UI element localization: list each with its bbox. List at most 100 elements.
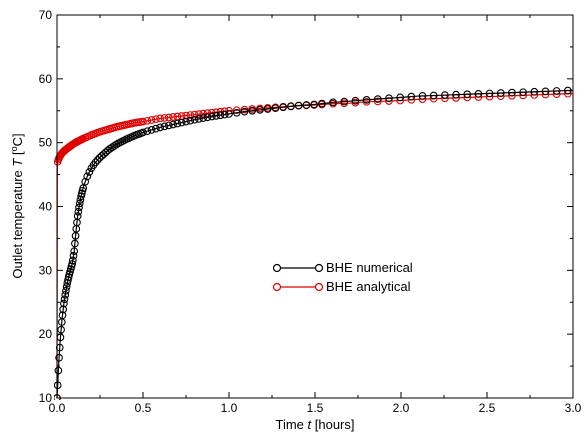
data-point-numerical bbox=[216, 111, 225, 120]
data-point-numerical bbox=[147, 126, 156, 134]
data-point-numerical bbox=[287, 102, 295, 111]
data-point-numerical bbox=[143, 127, 152, 136]
y-tick-label: 30 bbox=[39, 263, 53, 277]
data-point-numerical bbox=[256, 106, 264, 114]
data-point-numerical bbox=[186, 116, 195, 125]
data-point-numerical bbox=[70, 247, 79, 256]
data-point-numerical bbox=[55, 353, 63, 362]
data-point-analytical bbox=[186, 111, 195, 119]
data-point-numerical bbox=[373, 95, 382, 103]
data-point-analytical bbox=[164, 113, 173, 122]
data-point-numerical bbox=[279, 103, 288, 112]
data-point-numerical bbox=[57, 325, 65, 334]
data-point-numerical bbox=[55, 343, 64, 352]
data-point-numerical bbox=[91, 158, 100, 167]
data-point-numerical bbox=[58, 311, 67, 320]
ticks-layer bbox=[56, 14, 574, 399]
x-tick-label: 0.0 bbox=[49, 401, 66, 415]
data-point-numerical bbox=[541, 87, 550, 96]
data-point-analytical bbox=[152, 115, 160, 124]
legend-item-analytical: BHE analytical bbox=[272, 279, 411, 294]
legend-marker-analytical-right bbox=[314, 282, 324, 292]
data-point-numerical bbox=[169, 120, 177, 129]
data-point-numerical bbox=[212, 112, 220, 120]
data-point-analytical bbox=[143, 116, 152, 125]
data-point-numerical bbox=[429, 91, 438, 100]
x-axis-title: Time t [hours] bbox=[275, 417, 354, 432]
data-point-numerical bbox=[173, 119, 182, 128]
data-point-numerical bbox=[351, 96, 360, 105]
data-point-numerical bbox=[81, 177, 90, 186]
data-point-numerical bbox=[302, 101, 311, 109]
data-point-numerical bbox=[340, 97, 349, 106]
x-tick-label: 2.0 bbox=[393, 401, 410, 415]
data-point-numerical bbox=[396, 93, 404, 102]
data-point-numerical bbox=[75, 203, 83, 212]
data-point-numerical bbox=[85, 168, 94, 176]
data-point-numerical bbox=[294, 101, 303, 110]
data-point-analytical bbox=[190, 110, 199, 119]
data-point-numerical bbox=[110, 142, 118, 150]
data-point-numerical bbox=[552, 87, 561, 95]
y-tick-label: 40 bbox=[39, 200, 53, 214]
data-point-numerical bbox=[195, 115, 203, 123]
data-point-numerical bbox=[182, 117, 190, 126]
legend-item-numerical: BHE numerical bbox=[272, 260, 413, 275]
data-point-numerical bbox=[418, 92, 427, 100]
y-axis-unit-degree: o bbox=[9, 146, 19, 151]
data-point-numerical bbox=[232, 108, 241, 117]
tick-labels-layer: 0.0 0.5 1.0 1.5 2.0 2.5 3.0 10 20 30 40 50 60 70 bbox=[39, 8, 582, 415]
data-point-numerical bbox=[93, 156, 102, 164]
data-point-numerical bbox=[240, 107, 249, 116]
data-point-analytical bbox=[139, 117, 147, 126]
data-point-numerical bbox=[75, 199, 84, 208]
data-point-analytical bbox=[160, 114, 169, 122]
x-tick-label: 2.5 bbox=[479, 401, 496, 415]
data-point-analytical bbox=[240, 105, 249, 114]
y-axis-title-prefix: Outlet temperature bbox=[10, 167, 25, 279]
data-point-numerical bbox=[203, 113, 212, 122]
data-point-numerical bbox=[199, 114, 208, 122]
data-point-numerical bbox=[160, 122, 169, 131]
y-tick-label: 10 bbox=[39, 391, 53, 405]
data-point-numerical bbox=[441, 91, 449, 99]
data-point-numerical bbox=[69, 251, 78, 260]
y-axis-unit-open: [ bbox=[10, 151, 25, 159]
data-point-numerical bbox=[190, 115, 199, 124]
data-point-numerical bbox=[407, 92, 416, 101]
data-point-numerical bbox=[139, 128, 147, 137]
data-point-numerical bbox=[61, 291, 70, 299]
x-tick-label: 3.0 bbox=[565, 401, 582, 415]
legend-marker-analytical-left bbox=[272, 282, 282, 292]
y-tick-label: 60 bbox=[39, 72, 53, 86]
y-axis-variable: T bbox=[10, 158, 25, 167]
data-point-numerical bbox=[207, 112, 216, 121]
data-point-numerical bbox=[362, 96, 371, 104]
y-axis-title: Outlet temperature T [oC] bbox=[9, 133, 25, 278]
data-point-numerical bbox=[530, 87, 539, 96]
data-point-numerical bbox=[563, 86, 572, 95]
x-axis-variable: t bbox=[308, 417, 313, 432]
data-point-numerical bbox=[385, 94, 393, 103]
data-point-numerical bbox=[463, 90, 472, 99]
data-point-numerical bbox=[59, 305, 68, 314]
series-layer bbox=[54, 86, 574, 400]
y-tick-label: 50 bbox=[39, 136, 53, 150]
data-point-numerical bbox=[164, 121, 173, 130]
data-point-numerical bbox=[83, 172, 92, 181]
data-point-numerical bbox=[474, 89, 483, 98]
data-point-numerical bbox=[54, 381, 62, 390]
data-point-numerical bbox=[60, 299, 68, 308]
data-point-numerical bbox=[177, 118, 186, 127]
data-point-numerical bbox=[73, 212, 82, 220]
series-numerical bbox=[54, 86, 574, 400]
data-point-numerical bbox=[152, 124, 160, 133]
data-point-numerical bbox=[248, 106, 257, 115]
data-point-analytical bbox=[169, 113, 177, 121]
legend-label-numerical: BHE numerical bbox=[326, 260, 413, 275]
plot-frame bbox=[56, 14, 574, 399]
data-point-numerical bbox=[60, 295, 69, 304]
data-point-analytical bbox=[147, 116, 156, 124]
data-point-numerical bbox=[271, 104, 280, 112]
